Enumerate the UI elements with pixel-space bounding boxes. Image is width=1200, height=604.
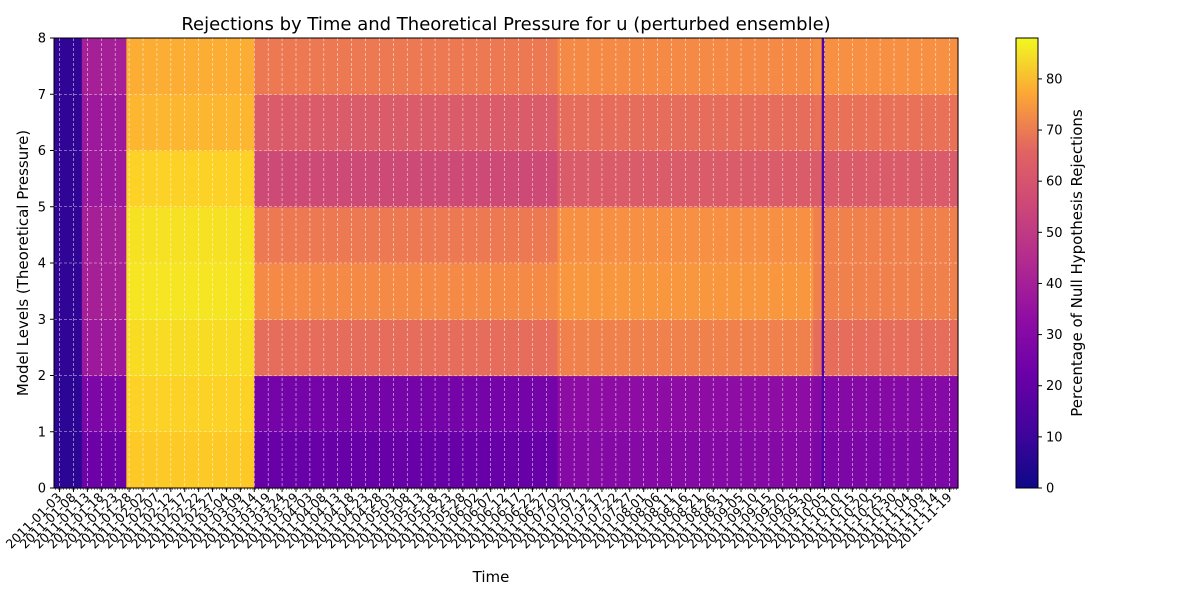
- heatmap-cell-level2-seg2: [126, 319, 255, 377]
- heatmap-cell-level1-seg5: [813, 375, 959, 433]
- colorbar-tick-label: 10: [1046, 430, 1063, 445]
- colorbar-tick-label: 40: [1046, 277, 1063, 292]
- y-axis-label: Model Levels (Theoretical Pressure): [14, 130, 32, 396]
- anomaly-column: [821, 38, 825, 488]
- colorbar-tick-label: 20: [1046, 379, 1063, 394]
- y-tick-label: 3: [38, 313, 46, 328]
- colorbar-tick-label: 60: [1046, 175, 1063, 190]
- heatmap-cell-level3-seg5: [813, 263, 959, 320]
- x-axis-label: Time: [472, 568, 510, 586]
- heatmap-cell-level4-seg1: [81, 206, 127, 264]
- heatmap-cell-level3-seg0: [54, 263, 83, 320]
- heatmap-cell-level5-seg5: [813, 150, 959, 208]
- colorbar-tick-label: 80: [1046, 72, 1063, 87]
- heatmap-cell-level6-seg0: [54, 94, 83, 152]
- heatmap-cell-level2-seg0: [54, 319, 83, 377]
- heatmap-cell-level1-seg2: [126, 375, 255, 433]
- colorbar-axis: 0 10 20 30 40 50 60 70 80: [1038, 72, 1063, 497]
- y-tick-label: 7: [38, 88, 46, 103]
- heatmap-cells: [54, 38, 959, 489]
- heatmap-cell-level5-seg4: [557, 150, 814, 208]
- heatmap-cell-level3-seg3: [254, 263, 559, 320]
- heatmap-cell-level5-seg2: [126, 150, 255, 208]
- heatmap-cell-level0-seg4: [557, 431, 814, 489]
- colorbar-label: Percentage of Null Hypothesis Rejections: [1068, 109, 1086, 417]
- x-axis: 2011-01-032011-01-082011-01-132011-01-18…: [3, 488, 957, 551]
- heatmap-cell-level2-seg1: [81, 319, 127, 377]
- grid-lines: [54, 37, 958, 489]
- heatmap-cell-level4-seg5: [813, 206, 959, 264]
- colorbar-tick-label: 0: [1046, 482, 1054, 497]
- colorbar-tick-label: 30: [1046, 328, 1063, 343]
- heatmap-cell-level5-seg3: [254, 150, 559, 208]
- heatmap-cell-level5-seg1: [81, 150, 127, 208]
- heatmap-cell-level1-seg4: [557, 375, 814, 433]
- heatmap-cell-level4-seg2: [126, 206, 255, 264]
- heatmap-cell-level1-seg1: [81, 375, 127, 433]
- heatmap-cell-level2-seg3: [254, 319, 559, 377]
- heatmap-cell-level6-seg4: [557, 94, 814, 152]
- heatmap-cell-level7-seg5: [813, 38, 959, 95]
- heatmap-cell-level0-seg2: [126, 431, 255, 489]
- heatmap-cell-level0-seg5: [813, 431, 959, 489]
- y-tick-label: 0: [38, 482, 46, 497]
- heatmap-cell-level3-seg4: [557, 263, 814, 320]
- y-tick-label: 8: [38, 32, 46, 47]
- y-tick-label: 2: [38, 369, 46, 384]
- heatmap-cell-level6-seg1: [81, 94, 127, 152]
- heatmap-cell-level4-seg4: [557, 206, 814, 264]
- heatmap-cell-level0-seg0: [54, 431, 83, 489]
- y-tick-label: 6: [38, 144, 46, 159]
- y-tick-label: 5: [38, 200, 46, 215]
- heatmap-cell-level3-seg1: [81, 263, 127, 320]
- heatmap-cell-level3-seg2: [126, 263, 255, 320]
- heatmap-cell-level7-seg2: [126, 38, 255, 95]
- heatmap-cell-level5-seg0: [54, 150, 83, 208]
- heatmap-cell-level6-seg3: [254, 94, 559, 152]
- colorbar: [1015, 37, 1039, 489]
- colorbar-tick-label: 50: [1046, 226, 1063, 241]
- heatmap-cell-level4-seg0: [54, 206, 83, 264]
- chart-title: Rejections by Time and Theoretical Press…: [181, 14, 830, 35]
- heatmap-cell-level1-seg3: [254, 375, 559, 433]
- heatmap-cell-level1-seg0: [54, 375, 83, 433]
- heatmap-cell-level4-seg3: [254, 206, 559, 264]
- heatmap-cell-level7-seg4: [557, 38, 814, 95]
- heatmap-cell-level7-seg3: [254, 38, 559, 95]
- y-tick-label: 4: [38, 257, 46, 272]
- heatmap-cell-level2-seg5: [813, 319, 959, 377]
- heatmap-cell-level7-seg1: [81, 38, 127, 95]
- heatmap-cell-level2-seg4: [557, 319, 814, 377]
- heatmap-cell-level0-seg3: [254, 431, 559, 489]
- heatmap-cell-level6-seg2: [126, 94, 255, 152]
- y-axis: 0 1 2 3 4 5 6 7 8: [38, 32, 54, 497]
- heatmap-cell-level7-seg0: [54, 38, 83, 95]
- heatmap-cell-level6-seg5: [813, 94, 959, 152]
- heatmap-cell-level0-seg1: [81, 431, 127, 489]
- y-tick-label: 1: [38, 425, 46, 440]
- colorbar-tick-label: 70: [1046, 124, 1063, 139]
